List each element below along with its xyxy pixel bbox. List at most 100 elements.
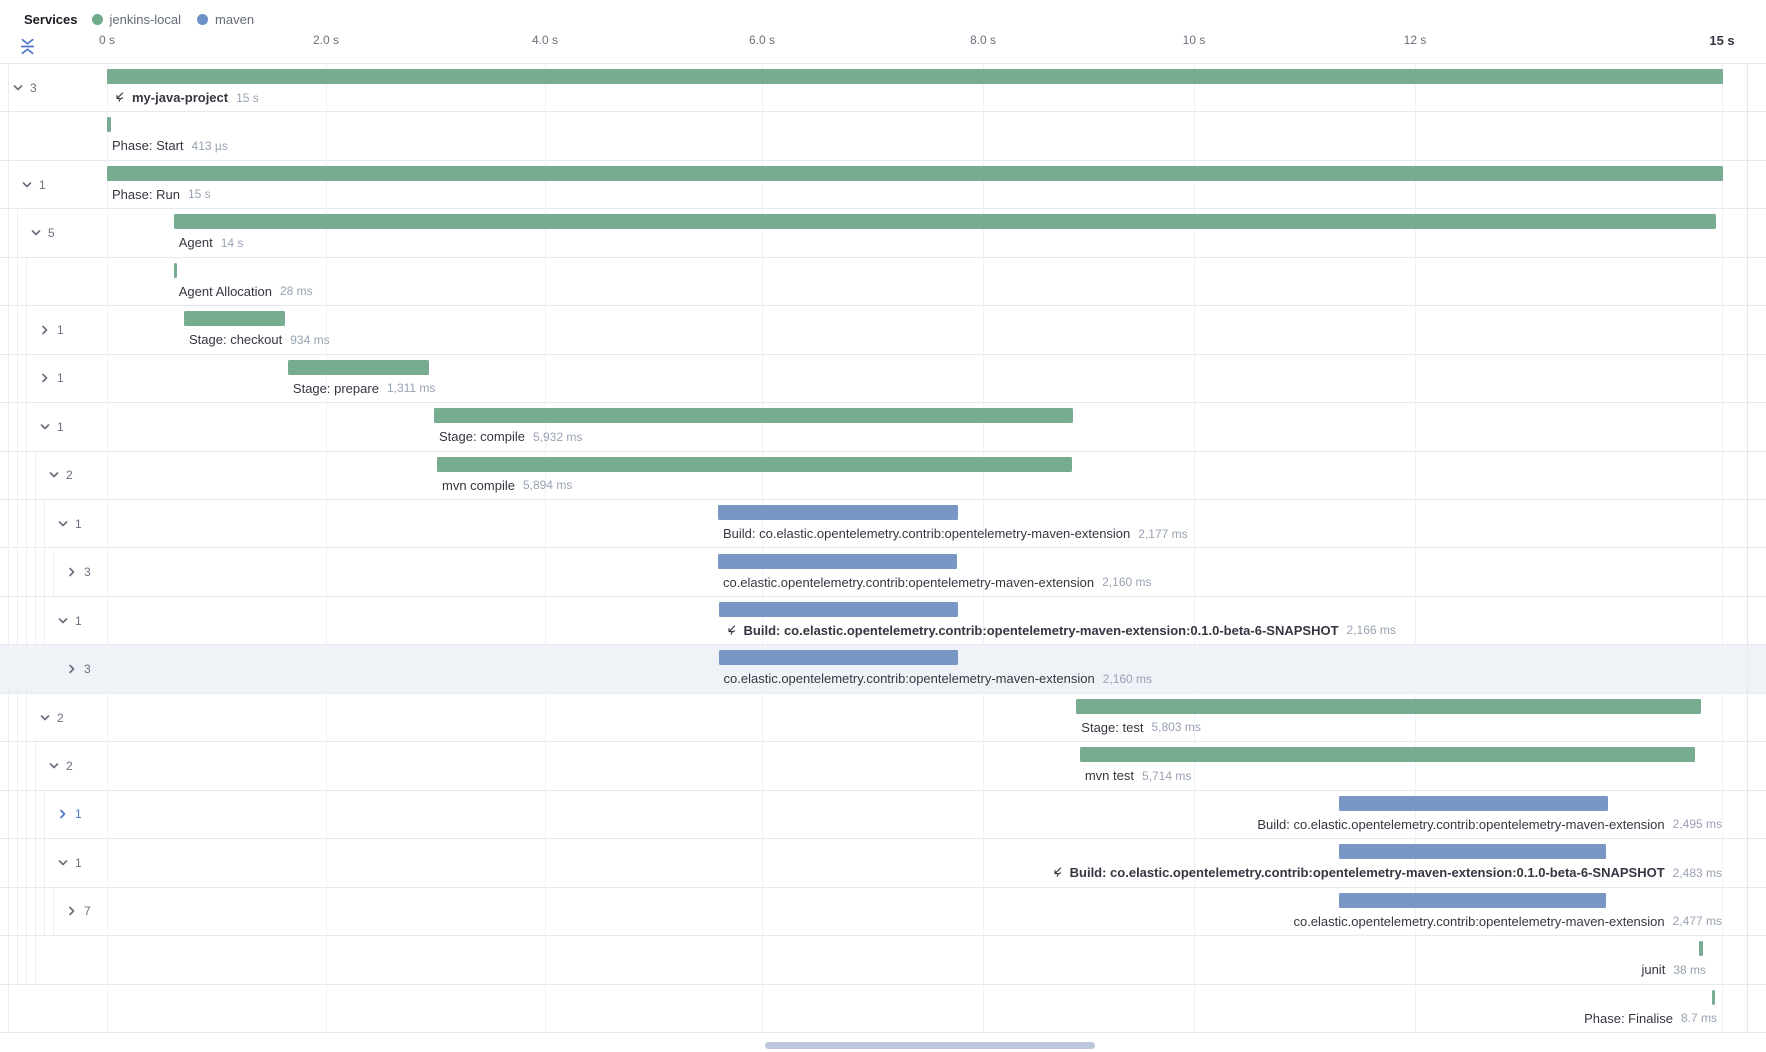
transaction-icon (727, 625, 735, 635)
collapse-children-toggle[interactable]: 1 (39, 420, 64, 434)
span-bar[interactable] (107, 69, 1723, 84)
waterfall-row[interactable]: Phase: Start 413 µs (0, 112, 1766, 161)
legend-item-jenkins-local: jenkins-local (91, 12, 181, 27)
indent-guide (8, 160, 9, 209)
span-bar[interactable] (1711, 989, 1716, 1005)
waterfall-row[interactable]: 2 mvn test 5,714 ms (0, 742, 1766, 791)
span-bar[interactable] (436, 456, 1072, 472)
span-bar[interactable] (433, 408, 1073, 424)
waterfall-row[interactable]: junit 38 ms (0, 936, 1766, 985)
child-count: 2 (66, 468, 73, 483)
waterfall-row[interactable]: 1 Phase: Run 15 s (0, 160, 1766, 210)
legend-item-maven: maven (197, 12, 254, 27)
span-name: Phase: Run (112, 186, 180, 202)
waterfall-row[interactable]: 3 co.elastic.opentelemetry.contrib:opente… (0, 548, 1766, 597)
span-bar[interactable] (717, 553, 958, 569)
collapse-children-toggle[interactable]: 1 (21, 178, 46, 192)
span-bar[interactable] (173, 214, 1717, 230)
collapse-children-toggle[interactable]: 2 (48, 759, 73, 773)
indent-guide (8, 887, 9, 936)
span-bar[interactable] (1076, 698, 1702, 714)
waterfall-row[interactable]: 1 Build: co.elastic.opentelemetry.contrib… (0, 839, 1766, 888)
expand-children-toggle[interactable]: 3 (66, 662, 91, 676)
child-count: 5 (48, 226, 55, 241)
expand-children-toggle[interactable]: 1 (39, 371, 64, 385)
horizontal-scrollbar-thumb[interactable] (765, 1042, 1095, 1049)
span-bar[interactable] (173, 262, 178, 278)
span-name: co.elastic.opentelemetry.contrib:opentel… (723, 671, 1095, 687)
chevron-right-icon (69, 907, 75, 916)
indent-guide (17, 936, 18, 984)
span-bar[interactable] (1698, 941, 1703, 957)
collapse-children-toggle[interactable]: 3 (12, 81, 37, 95)
span-bar[interactable] (1339, 892, 1606, 908)
span-label: junit 38 ms (1641, 962, 1706, 977)
collapse-children-toggle[interactable]: 2 (39, 711, 64, 725)
span-label: my-java-project 15 s (112, 90, 259, 105)
waterfall-row[interactable]: Agent Allocation 28 ms (0, 257, 1766, 307)
span-duration: 2,160 ms (1102, 671, 1153, 686)
child-count: 1 (57, 322, 64, 337)
span-label: Stage: compile 5,932 ms (439, 429, 582, 444)
span-bar[interactable] (1079, 747, 1696, 763)
waterfall-row[interactable]: 1 Build: co.elastic.opentelemetry.contrib… (0, 500, 1766, 549)
waterfall-row[interactable]: 3 my-java-project 15 s (0, 64, 1766, 113)
grid-line (326, 64, 327, 1033)
span-name: Stage: test (1081, 719, 1144, 735)
waterfall-row[interactable]: 1 Stage: prepare 1,311 ms (0, 354, 1766, 404)
span-name: Stage: compile (438, 429, 525, 445)
waterfall-row[interactable]: 1 Build: co.elastic.opentelemetry.contrib… (0, 596, 1766, 646)
span-label: Build: co.elastic.opentelemetry.contrib:… (724, 623, 1396, 638)
indent-guide (8, 112, 9, 160)
collapse-children-toggle[interactable]: 2 (48, 468, 73, 482)
span-bar[interactable] (107, 117, 111, 133)
span-duration: 5,932 ms (532, 429, 583, 444)
indent-guide (26, 257, 27, 306)
expand-children-toggle[interactable]: 7 (66, 904, 91, 918)
span-bar[interactable] (184, 311, 285, 327)
span-name: Build: co.elastic.opentelemetry.contrib:… (722, 526, 1131, 542)
collapse-all-button[interactable] (16, 35, 38, 57)
span-bar[interactable] (717, 505, 959, 521)
span-bar[interactable] (718, 601, 959, 617)
indent-guide (8, 742, 9, 790)
indent-guide (17, 403, 18, 451)
span-label: mvn compile 5,894 ms (442, 478, 572, 493)
waterfall-row[interactable]: 1 Stage: checkout 934 ms (0, 306, 1766, 355)
waterfall-row[interactable]: 2 Stage: test 5,803 ms (0, 693, 1766, 743)
span-duration: 5,894 ms (522, 478, 573, 493)
span-bar[interactable] (1339, 795, 1608, 811)
span-duration: 15 s (187, 187, 211, 202)
span-bar[interactable] (718, 650, 958, 666)
span-label: Agent 14 s (179, 235, 244, 250)
indent-guide (17, 742, 18, 790)
waterfall-row[interactable]: 7 co.elastic.opentelemetry.contrib:opente… (0, 887, 1766, 937)
indent-guide (26, 451, 27, 500)
waterfall-row[interactable]: 2 mvn compile 5,894 ms (0, 451, 1766, 501)
collapse-children-toggle[interactable]: 5 (30, 226, 55, 240)
expand-children-toggle[interactable]: 1 (57, 807, 82, 821)
indent-guide (26, 936, 27, 984)
waterfall-row[interactable]: Phase: Finalise 8.7 ms (0, 984, 1766, 1033)
waterfall-row[interactable]: 3 co.elastic.opentelemetry.contrib:opente… (0, 645, 1766, 694)
chevron-down-icon (58, 617, 68, 624)
indent-guide (8, 839, 9, 887)
axis-tick-label: 0 s (98, 33, 116, 47)
expand-children-toggle[interactable]: 3 (66, 565, 91, 579)
span-duration: 2,483 ms (1672, 865, 1722, 880)
collapse-children-toggle[interactable]: 1 (57, 614, 82, 628)
span-label: Build: co.elastic.opentelemetry.contrib:… (723, 526, 1188, 541)
span-label: co.elastic.opentelemetry.contrib:opentel… (724, 671, 1153, 686)
indent-guide (35, 936, 36, 984)
span-bar[interactable] (287, 359, 430, 375)
expand-children-toggle[interactable]: 1 (39, 323, 64, 337)
waterfall-row[interactable]: 1 Build: co.elastic.opentelemetry.contrib… (0, 790, 1766, 840)
waterfall-row[interactable]: 5 Agent 14 s (0, 209, 1766, 258)
collapse-children-toggle[interactable]: 1 (57, 856, 82, 870)
waterfall-row[interactable]: 1 Stage: compile 5,932 ms (0, 403, 1766, 452)
child-count: 2 (57, 710, 64, 725)
span-bar[interactable] (1339, 844, 1607, 860)
span-bar[interactable] (107, 165, 1723, 181)
legend-dot-icon (197, 13, 209, 25)
collapse-children-toggle[interactable]: 1 (57, 517, 82, 531)
